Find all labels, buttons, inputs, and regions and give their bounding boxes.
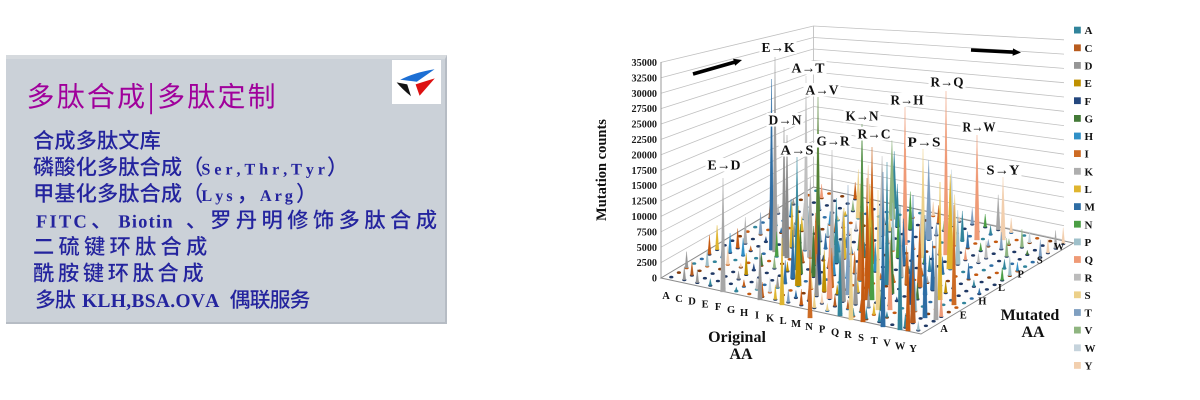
svg-text:Mutated: Mutated: [1001, 307, 1060, 324]
svg-text:R→Q: R→Q: [931, 76, 964, 91]
svg-text:A: A: [940, 324, 948, 335]
svg-text:10000: 10000: [632, 212, 657, 223]
svg-text:D: D: [1085, 61, 1093, 73]
svg-text:I: I: [1085, 149, 1089, 161]
svg-text:W: W: [1085, 343, 1096, 355]
svg-text:S: S: [858, 333, 864, 344]
svg-text:22500: 22500: [632, 135, 657, 146]
svg-text:0: 0: [652, 274, 657, 285]
svg-text:H: H: [1085, 131, 1094, 143]
svg-text:N: N: [805, 322, 813, 333]
svg-text:T: T: [871, 336, 878, 347]
svg-text:P: P: [1017, 269, 1024, 280]
svg-text:A→S: A→S: [781, 144, 814, 159]
svg-text:P: P: [819, 325, 826, 336]
svg-text:12500: 12500: [632, 197, 657, 208]
svg-text:D→N: D→N: [769, 114, 802, 129]
svg-text:Q: Q: [831, 327, 839, 338]
svg-text:Y: Y: [909, 344, 917, 355]
svg-text:AA: AA: [729, 346, 753, 363]
svg-text:T: T: [1085, 308, 1093, 320]
svg-text:S→Y: S→Y: [987, 164, 1020, 179]
svg-text:R: R: [1085, 272, 1094, 284]
svg-text:E: E: [1085, 78, 1092, 90]
svg-text:E→D: E→D: [708, 159, 741, 174]
svg-text:P→S: P→S: [908, 136, 941, 151]
svg-text:K: K: [1085, 166, 1094, 178]
svg-text:R→W: R→W: [963, 121, 996, 136]
svg-text:G: G: [1085, 114, 1094, 126]
svg-text:R→C: R→C: [858, 128, 891, 143]
svg-text:17500: 17500: [632, 166, 657, 177]
svg-text:V: V: [883, 339, 891, 350]
svg-text:32500: 32500: [632, 73, 657, 84]
svg-text:V: V: [1085, 325, 1093, 337]
svg-text:E→K: E→K: [762, 41, 795, 56]
svg-text:M: M: [791, 319, 801, 330]
svg-text:H: H: [978, 297, 986, 308]
svg-text:G→R: G→R: [817, 135, 851, 150]
svg-text:W: W: [1054, 242, 1065, 253]
svg-text:C: C: [675, 294, 683, 305]
svg-text:A: A: [1085, 25, 1093, 37]
svg-text:C: C: [1085, 43, 1093, 55]
svg-text:N: N: [1085, 219, 1093, 231]
svg-text:G: G: [727, 305, 735, 316]
svg-text:P: P: [1085, 237, 1092, 249]
svg-text:I: I: [755, 311, 759, 322]
svg-text:K→N: K→N: [846, 110, 879, 125]
svg-text:M: M: [1085, 202, 1096, 214]
svg-text:R→H: R→H: [891, 94, 924, 109]
svg-text:F: F: [1085, 96, 1092, 108]
svg-text:2500: 2500: [637, 258, 657, 269]
svg-text:5000: 5000: [637, 243, 657, 254]
svg-text:W: W: [895, 341, 906, 352]
svg-text:A: A: [662, 291, 670, 302]
svg-text:E: E: [702, 299, 709, 310]
svg-text:R: R: [844, 330, 852, 341]
svg-text:Y: Y: [1085, 361, 1093, 373]
svg-text:35000: 35000: [632, 58, 657, 69]
svg-text:30000: 30000: [632, 89, 657, 100]
svg-text:L: L: [998, 283, 1005, 294]
svg-text:S: S: [1085, 290, 1091, 302]
svg-text:E: E: [960, 310, 967, 321]
svg-text:Mutation counts: Mutation counts: [594, 119, 610, 221]
svg-text:Q: Q: [1085, 255, 1094, 267]
svg-text:25000: 25000: [632, 120, 657, 131]
svg-text:7500: 7500: [637, 227, 657, 238]
svg-text:L: L: [780, 316, 787, 327]
svg-text:D: D: [688, 297, 696, 308]
svg-text:A→V: A→V: [806, 84, 839, 99]
svg-text:A→T: A→T: [792, 62, 826, 77]
svg-text:27500: 27500: [632, 104, 657, 115]
svg-text:K: K: [766, 313, 775, 324]
svg-text:F: F: [715, 302, 721, 313]
svg-text:S: S: [1037, 256, 1043, 267]
svg-text:L: L: [1085, 184, 1092, 196]
svg-text:15000: 15000: [632, 181, 657, 192]
svg-text:20000: 20000: [632, 150, 657, 161]
svg-text:AA: AA: [1021, 324, 1045, 341]
svg-text:Original: Original: [708, 329, 766, 346]
svg-text:H: H: [740, 308, 748, 319]
